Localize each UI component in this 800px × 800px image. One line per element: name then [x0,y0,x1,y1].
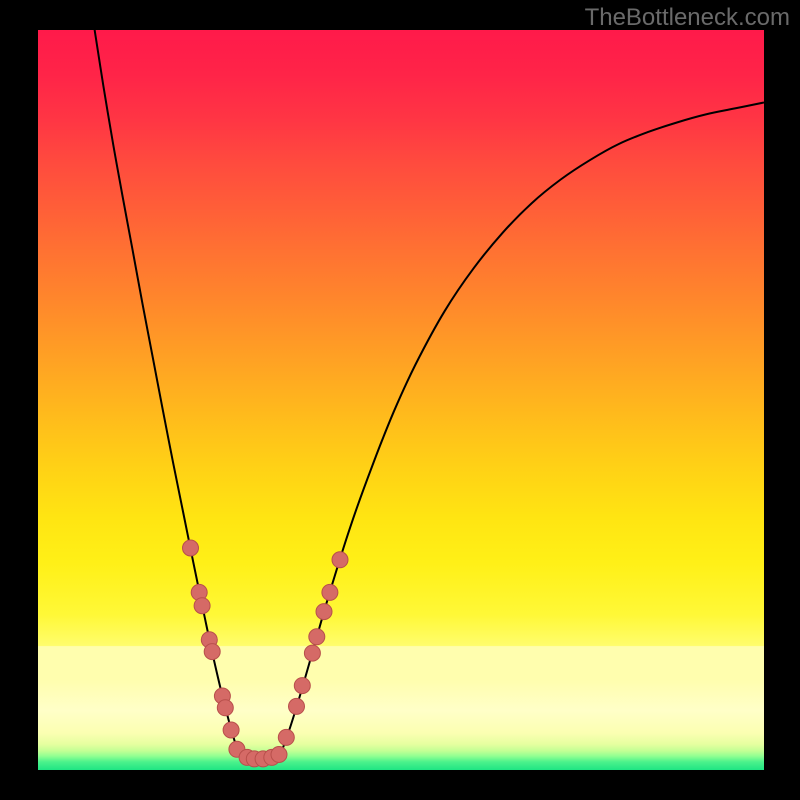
curve-marker [332,552,348,568]
curve-marker [309,629,325,645]
curve-marker [294,678,310,694]
curve-marker [304,645,320,661]
curve-marker [271,747,287,763]
plot-background [38,30,764,770]
curve-marker [278,729,294,745]
watermark-label: TheBottleneck.com [585,4,790,32]
curve-marker [217,700,233,716]
curve-marker [204,644,220,660]
curve-marker [183,540,199,556]
curve-marker [316,604,332,620]
curve-marker [194,598,210,614]
curve-marker [289,698,305,714]
curve-marker [223,722,239,738]
curve-marker [322,584,338,600]
bottleneck-chart [0,0,800,800]
